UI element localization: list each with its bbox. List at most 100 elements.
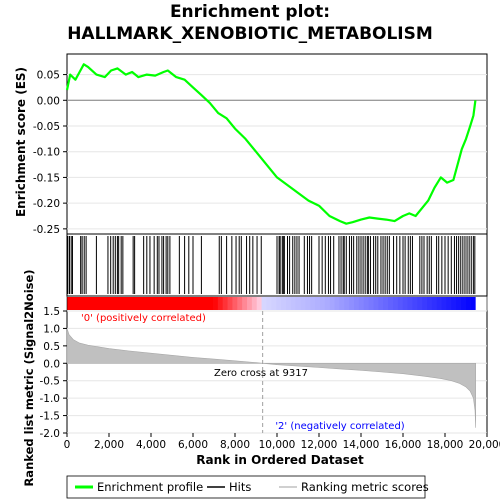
rank-y-ticks: 1.5 1.0 0.5 0.0 -0.5 -1.0 -1.5 -2.0	[40, 306, 67, 440]
chart-title-line2: HALLMARK_XENOBIOTIC_METABOLISM	[67, 24, 433, 44]
color-bar-segment	[120, 297, 126, 310]
color-bar-segment	[247, 297, 253, 310]
rank-xtick-label: 8,000	[220, 439, 250, 451]
es-ytick-label: -0.10	[33, 147, 60, 159]
rank-ytick-label: 0.5	[43, 341, 60, 353]
rank-xtick-label: 10,000	[259, 439, 296, 451]
color-bar-segment	[130, 297, 136, 310]
color-bar-segment	[407, 297, 414, 310]
color-bar-segment	[188, 297, 195, 310]
color-bar-segment	[276, 297, 282, 310]
color-bar-segment	[193, 297, 199, 310]
color-bar-segment	[427, 297, 433, 310]
color-bar-segment	[392, 297, 399, 310]
legend-label-hits: Hits	[229, 480, 251, 494]
rank-x-axis-label: Rank in Ordered Dataset	[196, 453, 364, 467]
color-bar-segment	[300, 297, 306, 310]
color-bar-segment	[178, 297, 185, 310]
color-bar-segment	[71, 297, 78, 310]
color-bar-segment	[363, 297, 370, 310]
chart-title-line1: Enrichment plot:	[170, 2, 330, 22]
legend-label-ranking: Ranking metric scores	[301, 480, 429, 494]
rank-ytick-label: -1.0	[40, 393, 61, 405]
positive-correlation-label: '0' (positively correlated)	[81, 313, 206, 324]
color-bar-segment	[470, 297, 477, 310]
color-bar-segment	[266, 297, 272, 310]
rank-ytick-label: 0.0	[43, 358, 60, 370]
rank-xtick-label: 2,000	[94, 439, 124, 451]
es-ytick-label: -0.25	[33, 224, 60, 236]
color-bar-segment	[256, 297, 263, 310]
color-bar-segment	[412, 297, 418, 310]
color-bar-segment	[388, 297, 394, 310]
color-bar-segment	[451, 297, 457, 310]
color-bar-segment	[290, 297, 297, 310]
es-y-axis-label: Enrichment score (ES)	[14, 67, 28, 217]
color-bar-segment	[101, 297, 107, 310]
color-bar-segment	[431, 297, 438, 310]
rank-xtick-label: 4,000	[136, 439, 166, 451]
color-bar-segment	[373, 297, 379, 310]
rank-color-bar	[67, 297, 487, 310]
color-bar-segment	[154, 297, 161, 310]
color-bar-segment	[227, 297, 234, 310]
rank-xtick-label: 14,000	[343, 439, 380, 451]
color-bar-segment	[305, 297, 311, 310]
legend-item-ranking-metric: Ranking metric scores	[279, 480, 429, 494]
color-bar-segment	[422, 297, 428, 310]
color-bar-segment	[86, 297, 92, 310]
ranking-metric-fill	[66, 328, 476, 428]
color-bar-segment	[81, 297, 88, 310]
color-bar-segment	[271, 297, 277, 310]
rank-ytick-label: 1.0	[43, 323, 60, 335]
color-bar-segment	[339, 297, 345, 310]
color-bar-segment	[159, 297, 165, 310]
color-bar-segment	[295, 297, 302, 310]
color-bar-segment	[251, 297, 258, 310]
es-ytick-label: -0.05	[33, 121, 60, 133]
color-bar-segment	[354, 297, 360, 310]
es-ytick-label: 0.05	[37, 70, 60, 82]
color-bar-segment	[76, 297, 83, 310]
zero-cross-label: Zero cross at 9317	[214, 368, 308, 379]
es-panel-frame	[66, 53, 488, 235]
color-bar-segment	[164, 297, 170, 310]
enrichment-profile-line	[65, 63, 477, 225]
color-bar-segment	[135, 297, 141, 310]
color-bar-segment	[242, 297, 248, 310]
color-bar-segment	[461, 297, 467, 310]
color-bar-segment	[315, 297, 321, 310]
color-bar-segment	[198, 297, 204, 310]
ranking-metric-area	[66, 328, 476, 428]
color-bar-segment	[261, 297, 268, 310]
legend-item-hits: Hits	[207, 480, 251, 494]
color-bar-tail	[475, 297, 487, 310]
color-bar-segment	[378, 297, 384, 310]
rank-ytick-label: -2.0	[40, 428, 61, 440]
negative-correlation-label: '2' (negatively correlated)	[275, 421, 404, 432]
rank-xtick-label: 0	[64, 439, 71, 451]
color-bar-segment	[383, 297, 389, 310]
color-bar-segment	[139, 297, 146, 310]
rank-ytick-label: -1.5	[40, 411, 61, 423]
color-bar-segment	[217, 297, 224, 310]
legend-label-enrichment: Enrichment profile	[97, 480, 203, 494]
color-bar-segment	[110, 297, 117, 310]
color-bar-segment	[115, 297, 122, 310]
color-bar-segment	[203, 297, 209, 310]
rank-x-ticks: 0 2,000 4,000 6,000 8,000 10,000 12,000 14,000 1…	[64, 433, 500, 451]
color-bar-segment	[324, 297, 331, 310]
es-series-group	[65, 63, 477, 225]
rank-ytick-label: -0.5	[40, 376, 61, 388]
color-bar-segment	[232, 297, 238, 310]
color-bar-segment	[349, 297, 355, 310]
rank-xtick-label: 6,000	[178, 439, 208, 451]
color-bar-segment	[446, 297, 452, 310]
color-bar-segment	[125, 297, 131, 310]
color-bar-segment	[183, 297, 190, 310]
color-bar-segment	[237, 297, 243, 310]
color-bar-segment	[105, 297, 112, 310]
rank-y-axis-label: Ranked list metric (Signal2Noise)	[22, 269, 36, 486]
es-ytick-label: -0.20	[33, 198, 60, 210]
